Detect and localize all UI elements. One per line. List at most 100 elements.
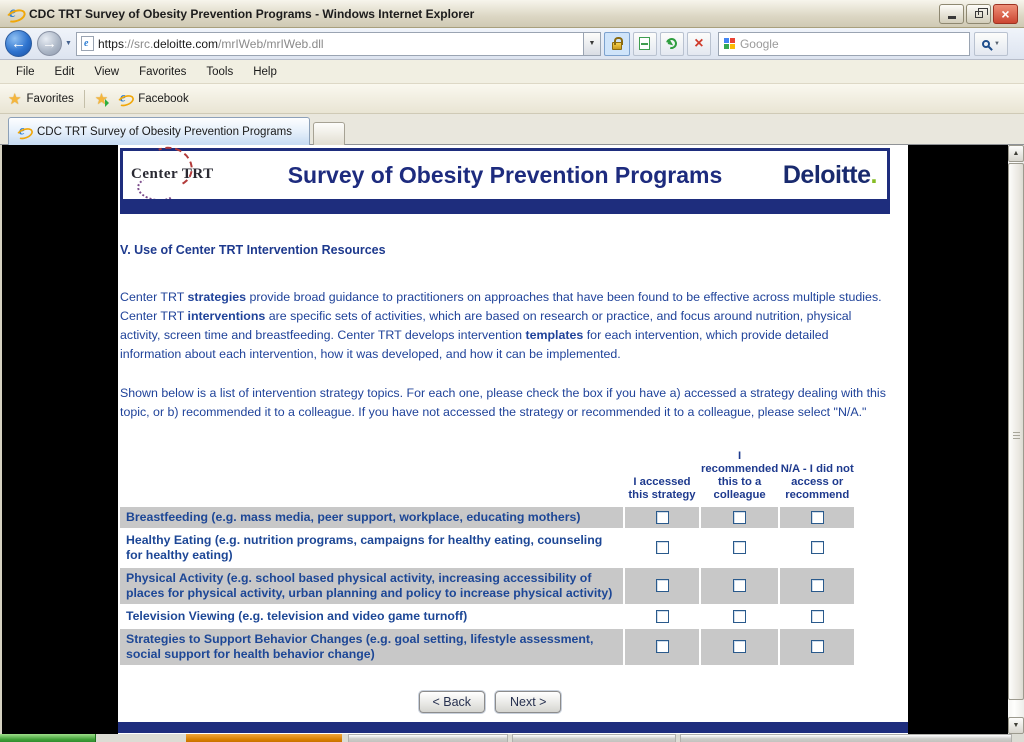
table-row: Healthy Eating (e.g. nutrition programs,… xyxy=(120,530,855,566)
search-button[interactable]: ▼ xyxy=(973,31,1008,56)
checkbox-recommended[interactable] xyxy=(733,510,747,524)
title-bar: e CDC TRT Survey of Obesity Prevention P… xyxy=(0,0,1024,28)
taskbar-active-window-button[interactable] xyxy=(186,734,342,742)
intro-paragraph: Center TRT strategies provide broad guid… xyxy=(120,290,882,361)
checkbox-na[interactable] xyxy=(810,510,824,524)
checkbox-accessed[interactable] xyxy=(655,541,669,555)
checkbox-recommended[interactable] xyxy=(733,609,747,623)
back-nav-button[interactable]: ← xyxy=(5,30,32,57)
vertical-scrollbar[interactable]: ▲ ▼ xyxy=(1008,145,1024,734)
banner-bottom-bar xyxy=(123,199,887,211)
navigation-buttons: < Back Next > xyxy=(120,691,890,713)
row-label: Breastfeeding (e.g. mass media, peer sup… xyxy=(120,507,623,528)
instructions-paragraph: Shown below is a list of intervention st… xyxy=(120,386,886,419)
compatibility-icon xyxy=(639,37,651,50)
url-text: https://src.deloitte.com/mrIWeb/mrIWeb.d… xyxy=(97,36,324,51)
menu-help[interactable]: Help xyxy=(253,65,277,78)
section-heading: V. Use of Center TRT Intervention Resour… xyxy=(120,243,386,257)
back-button[interactable]: < Back xyxy=(418,691,485,713)
search-options-chevron-icon: ▼ xyxy=(993,40,1000,47)
favorites-button[interactable]: Favorites xyxy=(26,92,74,105)
google-logo-icon xyxy=(723,38,735,49)
scrollbar-thumb[interactable] xyxy=(1008,163,1024,700)
row-label: Physical Activity (e.g. school based phy… xyxy=(120,568,623,604)
minimize-button[interactable] xyxy=(939,3,964,24)
stop-button[interactable]: × xyxy=(686,31,711,56)
tab-favicon-icon: e xyxy=(16,123,30,139)
new-tab-button[interactable] xyxy=(313,122,345,145)
address-dropdown-button[interactable]: ▼ xyxy=(583,31,601,56)
security-lock-button[interactable] xyxy=(603,31,630,56)
compatibility-view-button[interactable] xyxy=(632,31,657,56)
checkbox-na[interactable] xyxy=(810,640,824,654)
ie-favicon-icon: e xyxy=(117,90,131,106)
search-input[interactable] xyxy=(739,36,964,51)
stop-x-icon: × xyxy=(694,34,704,52)
taskbar-window-button[interactable] xyxy=(348,734,508,742)
add-to-favorites-icon[interactable]: ★ xyxy=(94,90,110,108)
tab-title: CDC TRT Survey of Obesity Prevention Pro… xyxy=(37,125,293,138)
favorites-bar: ★ Favorites ★ e Facebook xyxy=(0,84,1024,114)
start-button[interactable] xyxy=(0,734,96,742)
search-box[interactable] xyxy=(717,31,970,56)
magnifier-icon xyxy=(981,39,990,48)
table-row: Strategies to Support Behavior Changes (… xyxy=(120,629,855,665)
row-label: Healthy Eating (e.g. nutrition programs,… xyxy=(120,530,623,566)
navigation-bar: ← → ▼ https://src.deloitte.com/mrIWeb/mr… xyxy=(0,28,1024,60)
address-bar[interactable]: https://src.deloitte.com/mrIWeb/mrIWeb.d… xyxy=(75,31,584,56)
favorites-link-facebook[interactable]: e Facebook xyxy=(116,90,189,107)
menu-favorites[interactable]: Favorites xyxy=(139,65,187,78)
next-button[interactable]: Next > xyxy=(495,691,562,713)
survey-title: Survey of Obesity Prevention Programs xyxy=(287,161,723,188)
browser-viewport: Center TRT Survey of Obesity Prevention … xyxy=(0,145,1024,734)
tab-strip: e CDC TRT Survey of Obesity Prevention P… xyxy=(0,114,1024,145)
checkbox-accessed[interactable] xyxy=(655,510,669,524)
refresh-button[interactable] xyxy=(659,31,684,56)
table-row: Breastfeeding (e.g. mass media, peer sup… xyxy=(120,507,855,528)
close-button[interactable]: × xyxy=(993,3,1018,24)
scroll-down-button[interactable]: ▼ xyxy=(1008,717,1024,734)
checkbox-recommended[interactable] xyxy=(733,541,747,555)
windows-taskbar xyxy=(0,734,1024,742)
page-right-margin xyxy=(908,145,1008,734)
divider xyxy=(83,89,85,108)
recent-pages-chevron-icon[interactable]: ▼ xyxy=(65,40,72,47)
page-icon xyxy=(80,36,94,51)
scroll-up-button[interactable]: ▲ xyxy=(1008,145,1024,162)
tab-active[interactable]: e CDC TRT Survey of Obesity Prevention P… xyxy=(8,117,310,145)
checkbox-recommended[interactable] xyxy=(733,579,747,593)
menu-view[interactable]: View xyxy=(94,65,120,78)
menu-bar: File Edit View Favorites Tools Help xyxy=(0,60,1024,84)
refresh-icon xyxy=(664,35,680,52)
table-row: Television Viewing (e.g. television and … xyxy=(120,606,855,627)
checkbox-recommended[interactable] xyxy=(733,640,747,654)
column-header-accessed: I accessed this strategy xyxy=(628,476,696,501)
favorites-star-icon: ★ xyxy=(8,90,22,108)
table-header-row: I accessed this strategy I recommended t… xyxy=(120,450,854,505)
column-header-na: N/A - I did not access or recommend xyxy=(780,463,854,501)
menu-edit[interactable]: Edit xyxy=(54,65,75,78)
table-row: Physical Activity (e.g. school based phy… xyxy=(120,568,855,604)
taskbar-window-button[interactable] xyxy=(680,734,1012,742)
menu-file[interactable]: File xyxy=(16,65,35,78)
page-footer-bar xyxy=(118,722,908,733)
checkbox-na[interactable] xyxy=(810,609,824,623)
menu-tools[interactable]: Tools xyxy=(206,65,234,78)
restore-button[interactable] xyxy=(966,3,991,24)
checkbox-na[interactable] xyxy=(810,541,824,555)
row-label: Television Viewing (e.g. television and … xyxy=(120,606,623,627)
strategy-table: I accessed this strategy I recommended t… xyxy=(118,448,856,667)
checkbox-accessed[interactable] xyxy=(655,640,669,654)
center-trt-logo: Center TRT xyxy=(123,145,273,204)
padlock-icon xyxy=(611,37,623,50)
forward-nav-button[interactable]: → xyxy=(37,31,62,56)
window-title: CDC TRT Survey of Obesity Prevention Pro… xyxy=(29,6,475,21)
checkbox-accessed[interactable] xyxy=(655,579,669,593)
deloitte-logo: Deloitte. xyxy=(782,160,878,189)
survey-page: Center TRT Survey of Obesity Prevention … xyxy=(118,145,908,734)
checkbox-na[interactable] xyxy=(810,579,824,593)
taskbar-window-button[interactable] xyxy=(512,734,676,742)
row-label: Strategies to Support Behavior Changes (… xyxy=(120,629,623,665)
checkbox-accessed[interactable] xyxy=(655,609,669,623)
